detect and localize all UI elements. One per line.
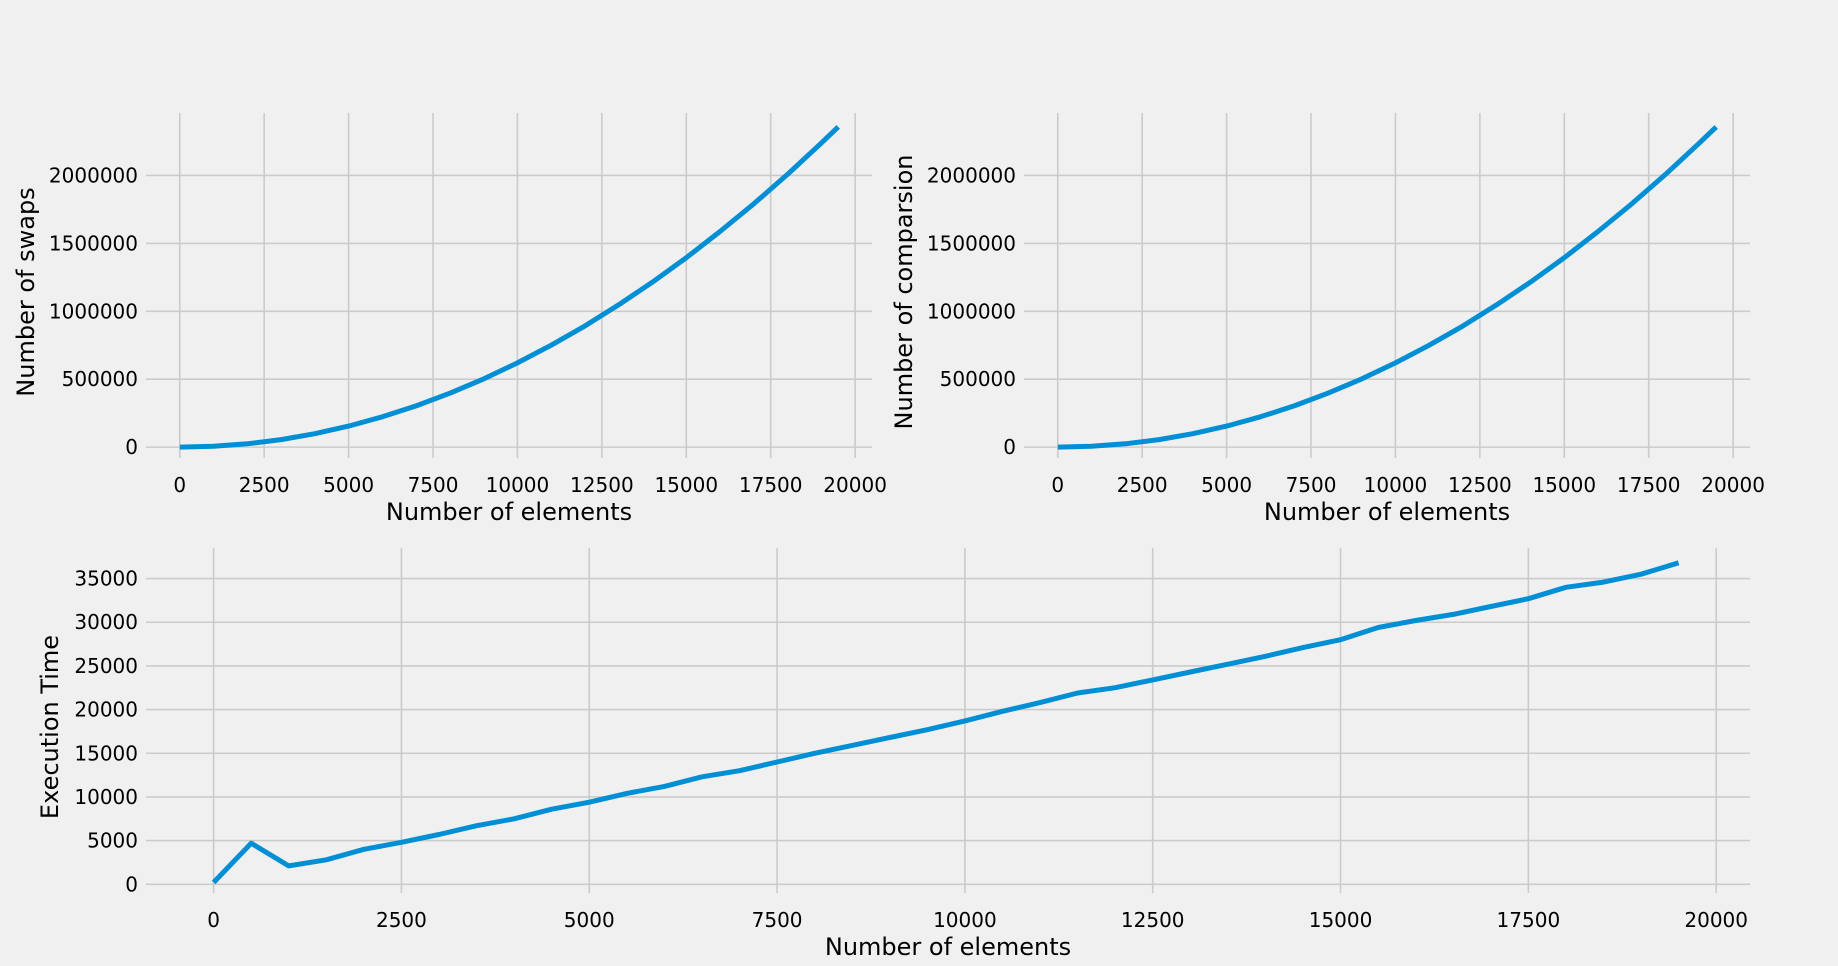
comparsion-y-tick-label: 500000 <box>940 367 1016 391</box>
swaps-y-tick-label: 0 <box>125 435 138 459</box>
swaps-y-tick-label: 1500000 <box>49 231 138 255</box>
execution-time-x-tick-label: 0 <box>207 908 220 932</box>
swaps-x-tick-label: 7500 <box>408 473 459 497</box>
swaps-x-tick-label: 5000 <box>323 473 374 497</box>
execution-time-y-tick-label: 25000 <box>74 654 138 678</box>
execution-time-x-tick-label: 7500 <box>752 908 803 932</box>
swaps-x-tick-label: 15000 <box>654 473 718 497</box>
execution-time-y-tick-label: 35000 <box>74 567 138 591</box>
chart-execution-time: 0 2500 5000 7500 10000 12500 15000 17500 20000 0 5… <box>36 548 1750 961</box>
swaps-y-tick-label: 500000 <box>62 367 138 391</box>
comparsion-x-tick-label: 2500 <box>1117 473 1168 497</box>
swaps-x-tick-label: 2500 <box>239 473 290 497</box>
comparsion-series-line <box>1057 125 1718 450</box>
comparsion-y-tick-label: 2000000 <box>927 163 1016 187</box>
swaps-x-tick-label: 0 <box>173 473 186 497</box>
comparsion-x-axis-label: Number of elements <box>1264 498 1510 526</box>
execution-time-y-axis-label: Execution Time <box>36 635 64 819</box>
swaps-y-tick-label: 1000000 <box>49 299 138 323</box>
execution-time-x-tick-label: 10000 <box>933 908 997 932</box>
execution-time-y-tick-label: 5000 <box>87 829 138 853</box>
execution-time-y-tick-label: 10000 <box>74 785 138 809</box>
execution-time-x-tick-label: 2500 <box>376 908 427 932</box>
execution-time-series-line <box>211 560 1680 885</box>
comparsion-y-tick-label: 1500000 <box>927 231 1016 255</box>
comparsion-x-tick-label: 15000 <box>1532 473 1596 497</box>
execution-time-y-tick-label: 20000 <box>74 698 138 722</box>
chart-comparsion: 0 2500 5000 7500 10000 12500 15000 17500 20000 0 5… <box>890 113 1765 526</box>
comparsion-y-axis-label: Number of comparsion <box>890 155 918 430</box>
execution-time-x-tick-label: 5000 <box>564 908 615 932</box>
comparsion-x-tick-label: 12500 <box>1448 473 1512 497</box>
comparsion-x-tick-label: 17500 <box>1617 473 1681 497</box>
comparsion-x-tick-label: 20000 <box>1701 473 1765 497</box>
swaps-x-tick-label: 17500 <box>739 473 803 497</box>
swaps-x-tick-label: 20000 <box>823 473 887 497</box>
swaps-x-tick-label: 12500 <box>570 473 634 497</box>
swaps-x-tick-label: 10000 <box>486 473 550 497</box>
execution-time-x-tick-label: 15000 <box>1309 908 1373 932</box>
execution-time-x-axis-label: Number of elements <box>825 933 1071 961</box>
execution-time-x-tick-label: 12500 <box>1121 908 1185 932</box>
comparsion-y-tick-label: 1000000 <box>927 299 1016 323</box>
comparsion-y-tick-label: 0 <box>1003 435 1016 459</box>
comparsion-x-tick-label: 0 <box>1051 473 1064 497</box>
chart-swaps: 0 2500 5000 7500 10000 12500 15000 17500 20000 0 5… <box>12 113 887 526</box>
comparsion-x-tick-label: 7500 <box>1286 473 1337 497</box>
comparsion-x-tick-label: 5000 <box>1201 473 1252 497</box>
execution-time-y-tick-label: 0 <box>125 872 138 896</box>
swaps-y-axis-label: Number of swaps <box>12 187 40 396</box>
swaps-x-axis-label: Number of elements <box>386 498 632 526</box>
execution-time-x-tick-label: 17500 <box>1497 908 1561 932</box>
execution-time-x-tick-label: 20000 <box>1684 908 1748 932</box>
execution-time-y-tick-label: 15000 <box>74 741 138 765</box>
comparsion-x-tick-label: 10000 <box>1364 473 1428 497</box>
swaps-y-tick-label: 2000000 <box>49 163 138 187</box>
execution-time-y-tick-label: 30000 <box>74 610 138 634</box>
swaps-series-line <box>179 125 840 450</box>
